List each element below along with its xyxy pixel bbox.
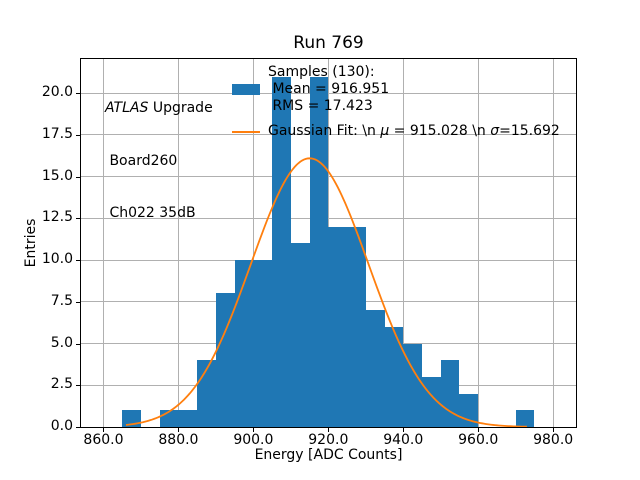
histogram-bin	[384, 326, 404, 427]
histogram-bin	[347, 226, 366, 427]
y-tick-mark	[76, 218, 80, 220]
legend-swatch-fit	[232, 130, 260, 133]
y-tick-mark	[76, 343, 80, 345]
legend: Samples (130): Mean = 916.951 RMS = 17.4…	[232, 64, 560, 140]
gridline-v	[552, 59, 554, 427]
plot-area: ATLAS Upgrade Board260 Ch022 35dB Sample…	[80, 58, 577, 428]
x-tick-label: 980.0	[533, 432, 574, 448]
y-tick-label: 12.5	[41, 209, 73, 226]
histogram-bin	[159, 410, 179, 427]
y-tick-mark	[76, 301, 80, 303]
histogram-bin	[178, 410, 198, 427]
legend-label-fit: Gaussian Fit: \n μ = 915.028 \n σ=15.692	[268, 123, 560, 139]
x-tick-mark	[103, 428, 105, 432]
histogram-bin	[290, 243, 310, 427]
y-tick-mark	[76, 134, 80, 136]
histogram-bin	[253, 260, 273, 427]
x-tick-mark	[553, 428, 555, 432]
y-tick-label: 7.5	[50, 292, 73, 309]
histogram-bin	[403, 343, 422, 427]
histogram-bin	[365, 310, 385, 427]
histogram-bin	[440, 360, 460, 427]
histogram-bin	[215, 293, 235, 427]
annotation-line-1: ATLAS Upgrade	[105, 100, 213, 116]
chart-title: Run 769	[293, 33, 364, 53]
x-axis-label: Energy [ADC Counts]	[254, 447, 403, 463]
annotation-atlas: ATLAS Upgrade Board260 Ch022 35dB	[105, 65, 213, 258]
histogram-bin	[459, 393, 479, 427]
annotation-line-3: Ch022 35dB	[105, 205, 196, 221]
legend-swatch-histogram	[232, 84, 260, 95]
gridline-h	[81, 92, 576, 94]
x-tick-label: 880.0	[158, 432, 199, 448]
x-tick-label: 900.0	[233, 432, 274, 448]
y-tick-label: 10.0	[41, 251, 73, 268]
x-tick-mark	[178, 428, 180, 432]
histogram-bin	[122, 410, 141, 427]
x-tick-mark	[253, 428, 255, 432]
y-tick-label: 15.0	[41, 167, 73, 184]
y-tick-label: 2.5	[50, 376, 73, 393]
x-tick-label: 960.0	[458, 432, 499, 448]
y-tick-label: 0.0	[50, 418, 73, 434]
gridline-v	[102, 59, 104, 427]
legend-entry-fit: Gaussian Fit: \n μ = 915.028 \n σ=15.692	[232, 123, 560, 140]
x-tick-label: 940.0	[383, 432, 424, 448]
histogram-bin	[421, 376, 441, 427]
histogram-bin	[328, 226, 348, 427]
histogram-bin	[234, 260, 254, 427]
gridline-h	[81, 134, 576, 136]
y-tick-mark	[76, 260, 80, 262]
x-tick-mark	[328, 428, 330, 432]
y-tick-label: 5.0	[50, 334, 73, 351]
x-tick-mark	[403, 428, 405, 432]
x-tick-label: 860.0	[83, 432, 124, 448]
x-tick-label: 920.0	[308, 432, 349, 448]
y-tick-label: 17.5	[41, 125, 73, 142]
y-tick-mark	[76, 385, 80, 387]
x-tick-mark	[478, 428, 480, 432]
y-tick-mark	[76, 176, 80, 178]
legend-label-samples: Samples (130): Mean = 916.951 RMS = 17.4…	[268, 64, 390, 114]
histogram-bin	[515, 410, 535, 427]
annotation-line-2: Board260	[105, 152, 178, 169]
y-tick-label: 20.0	[41, 84, 73, 101]
legend-entry-samples: Samples (130): Mean = 916.951 RMS = 17.4…	[232, 64, 560, 115]
y-tick-mark	[76, 427, 80, 428]
histogram-bin	[197, 360, 216, 427]
y-tick-mark	[76, 93, 80, 95]
